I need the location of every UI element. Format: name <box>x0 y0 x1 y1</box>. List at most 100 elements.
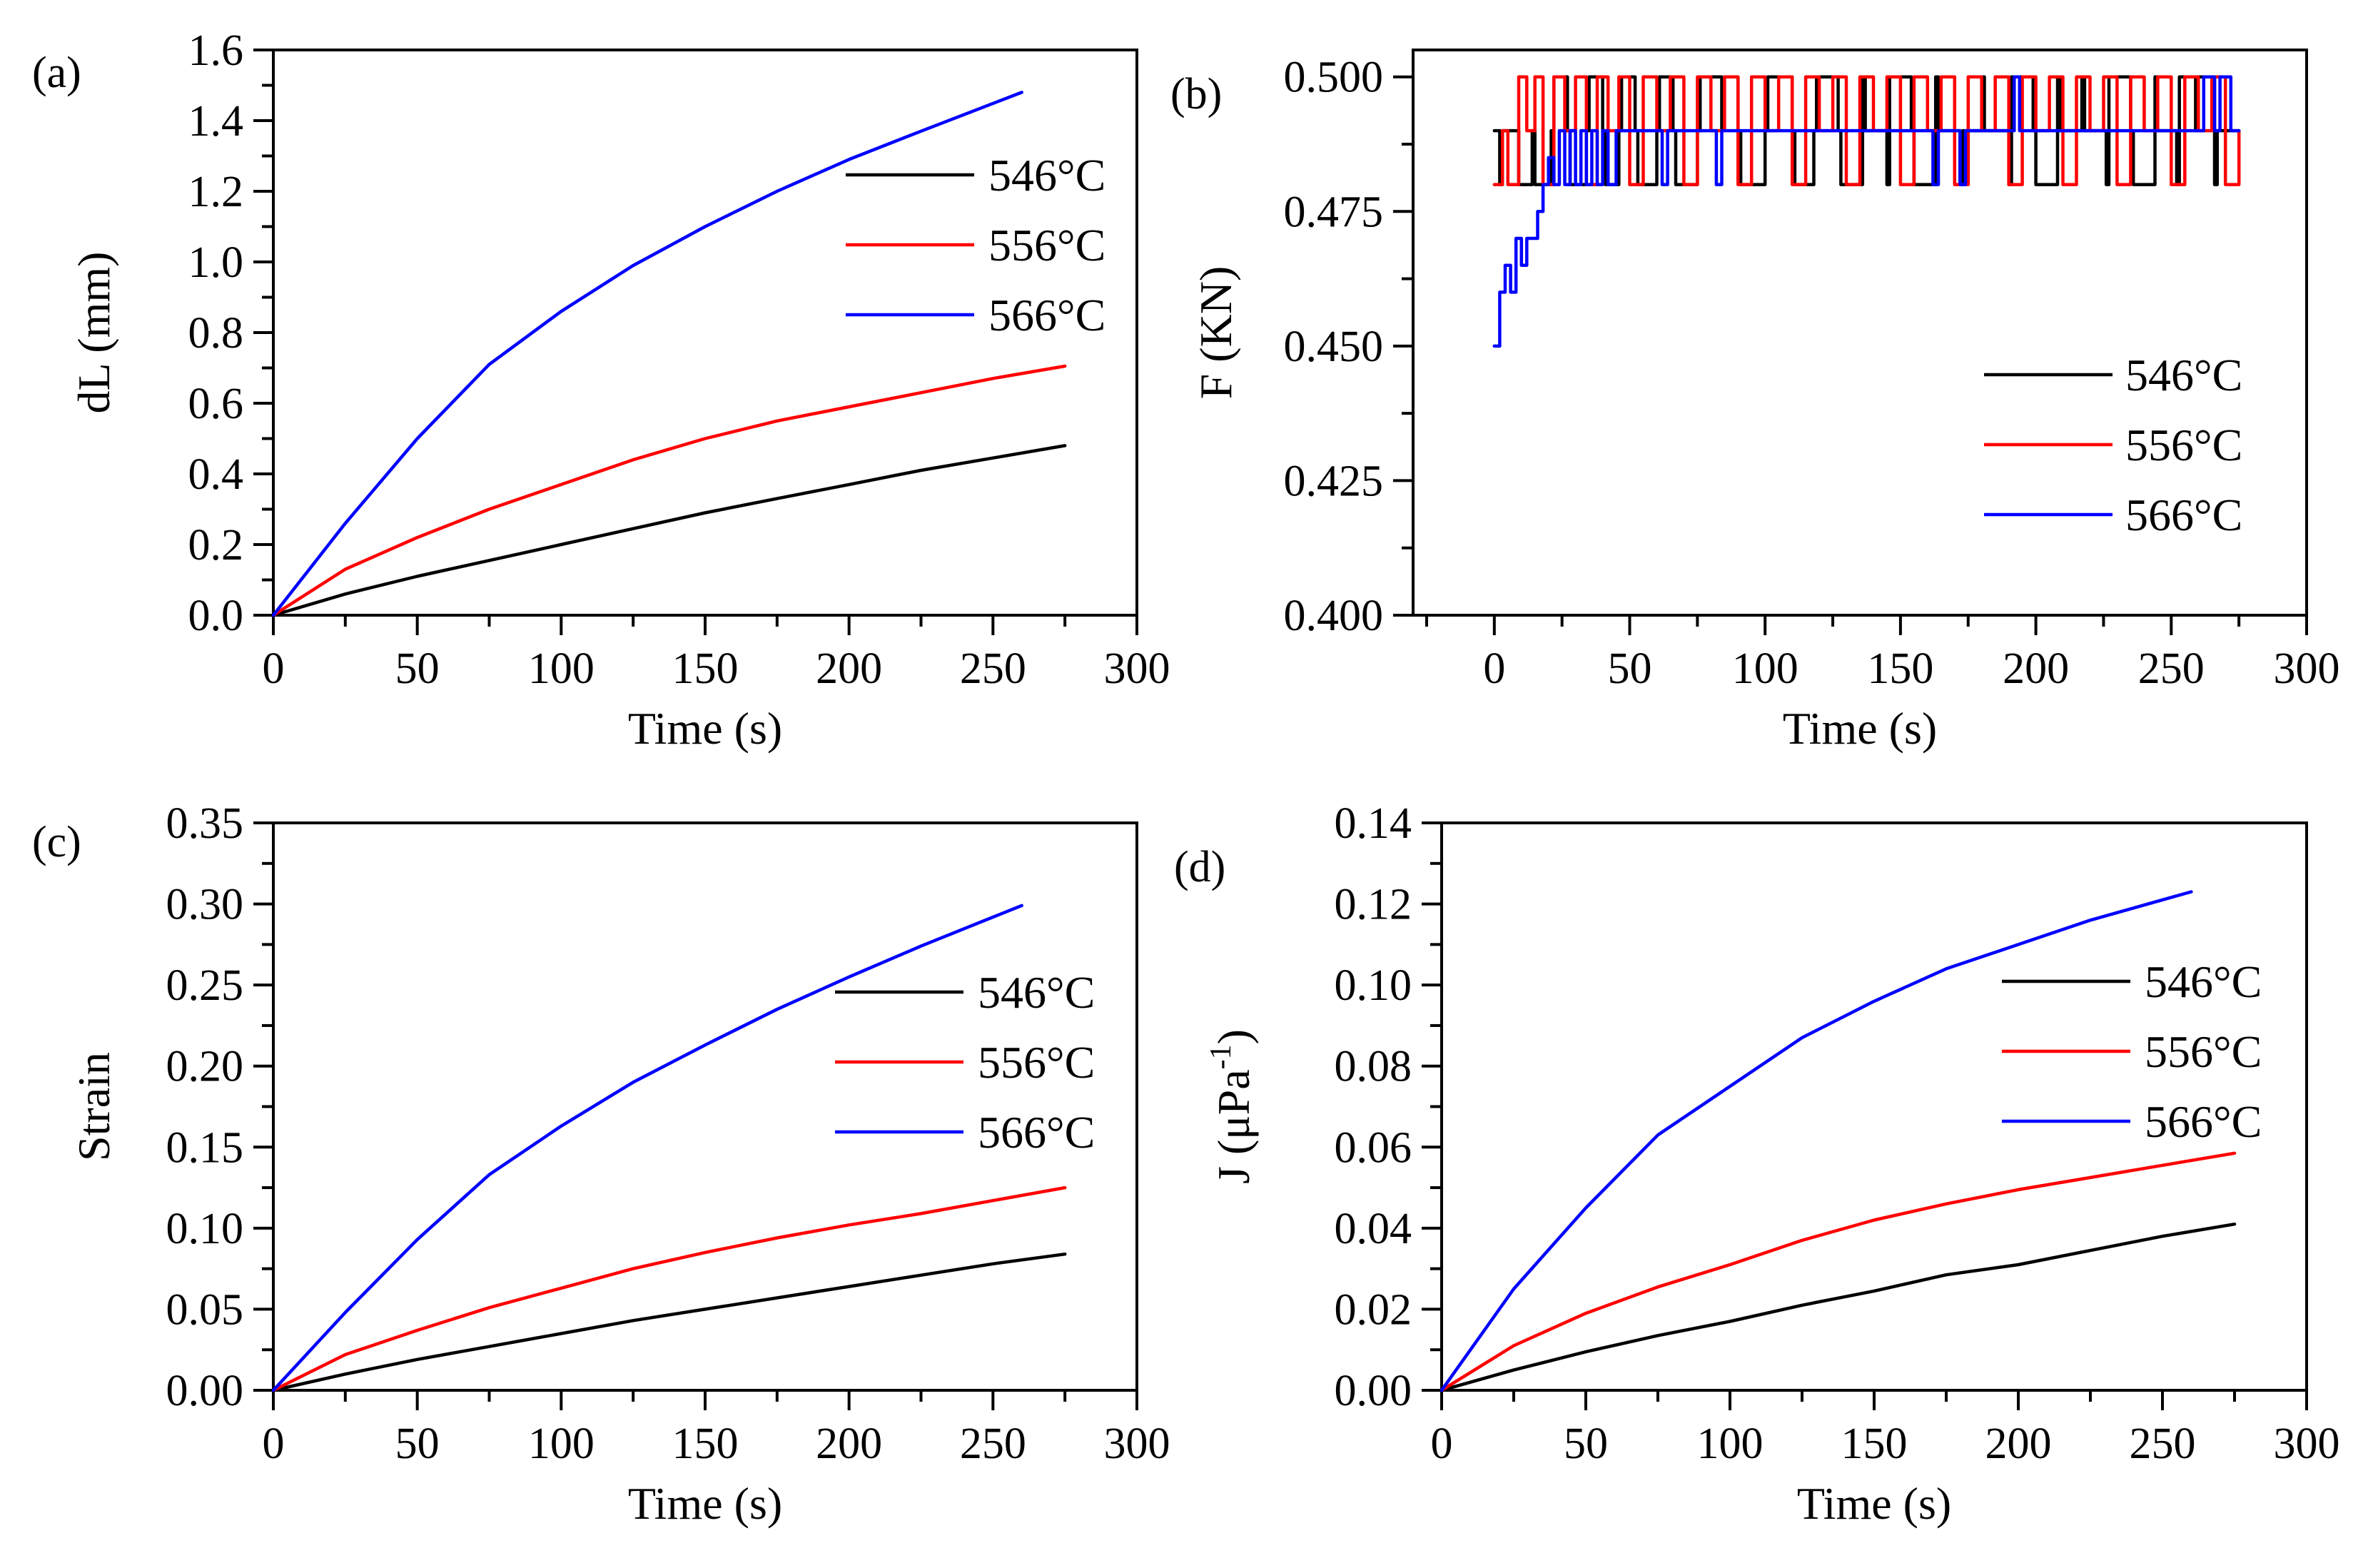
x-tick-label: 200 <box>816 644 882 693</box>
series-line-566C <box>1439 890 2193 1392</box>
plot-frame <box>1412 49 2308 617</box>
legend: 546°C 556°C 566°C <box>1984 350 2242 540</box>
legend-label: 546°C <box>2145 956 2262 1007</box>
y-tick-label: 1.0 <box>188 238 244 287</box>
y-axis-label: J (μPa-1) <box>1205 1029 1259 1184</box>
y-tick-label: 0.0 <box>188 592 244 640</box>
x-tick-label: 0 <box>263 644 285 693</box>
x-tick-label: 0 <box>263 1420 285 1468</box>
legend-label: 546°C <box>978 967 1095 1018</box>
y-tick-label: 1.6 <box>188 26 244 75</box>
panel-label: (b) <box>1170 70 1222 118</box>
x-tick-label: 50 <box>1608 644 1652 693</box>
y-tick-label: 0.10 <box>1335 961 1412 1010</box>
y-tick-label: 1.4 <box>188 97 244 146</box>
y-axis-label: dL (mm) <box>69 252 119 414</box>
legend-label: 556°C <box>988 220 1105 270</box>
x-tick-label: 50 <box>395 644 440 693</box>
y-tick-label: 0.05 <box>166 1285 244 1334</box>
y-tick-label: 0.20 <box>166 1043 244 1091</box>
x-tick-label: 0 <box>1483 644 1505 693</box>
x-tick-label: 100 <box>1732 644 1798 693</box>
y-tick-label: 0.2 <box>188 521 244 570</box>
x-tick-label: 250 <box>2130 1420 2196 1468</box>
y-axis-label: F (KN) <box>1190 266 1241 400</box>
y-tick-label: 0.6 <box>188 380 244 428</box>
x-tick-label: 0 <box>1431 1420 1453 1468</box>
panel-label: (d) <box>1174 843 1225 891</box>
legend-label: 546°C <box>988 150 1105 201</box>
y-axis-label: Strain <box>69 1052 119 1161</box>
y-tick-label: 0.30 <box>166 881 244 929</box>
series-line-546C <box>271 1252 1067 1392</box>
legend: 546°C 556°C 566°C <box>835 967 1095 1158</box>
x-tick-label: 250 <box>960 644 1026 693</box>
series-line-566C <box>1492 75 2241 348</box>
y-tick-label: 0.25 <box>166 961 244 1010</box>
legend-label: 566°C <box>988 290 1105 340</box>
series-line-546C <box>271 444 1067 617</box>
y-tick-label: 0.12 <box>1335 881 1412 929</box>
panel-a: 0 50 100 150 200 250 300 0.0 0.2 0.4 0.6 0.8 1.0 1.2 1… <box>32 26 1170 754</box>
x-tick-label: 100 <box>528 644 594 693</box>
y-tick-label: 0.02 <box>1335 1285 1412 1334</box>
series-line-556C <box>271 364 1067 617</box>
x-axis-label: Time (s) <box>1797 1478 1951 1529</box>
x-tick-label: 300 <box>2274 1420 2340 1468</box>
y-tick-label: 0.15 <box>166 1123 244 1172</box>
x-tick-label: 100 <box>528 1420 594 1468</box>
x-tick-label: 150 <box>672 1420 739 1468</box>
x-tick-label: 300 <box>1104 1420 1170 1468</box>
x-tick-label: 300 <box>1104 644 1170 693</box>
x-tick-label: 250 <box>960 1420 1026 1468</box>
y-tick-label: 0.425 <box>1284 457 1384 505</box>
y-tick-label: 0.00 <box>166 1367 244 1415</box>
x-tick-label: 300 <box>2274 644 2340 693</box>
x-tick-label: 150 <box>672 644 739 693</box>
x-tick-label: 200 <box>2003 644 2069 693</box>
legend: 546°C 556°C 566°C <box>2002 956 2262 1147</box>
legend-label: 566°C <box>2125 490 2242 540</box>
series-line-566C <box>271 91 1023 617</box>
panel-b: 0 50 100 150 200 250 300 0.400 0.425 0.450 0.475 0.… <box>1170 49 2340 754</box>
y-tick-label: 0.8 <box>188 309 244 358</box>
series-line-556C <box>1439 1151 2237 1392</box>
panel-label: (a) <box>32 49 81 97</box>
legend-label: 556°C <box>2145 1026 2262 1077</box>
y-tick-label: 0.10 <box>166 1205 244 1253</box>
y-tick-label: 0.475 <box>1284 188 1384 236</box>
y-tick-label: 0.500 <box>1284 54 1384 102</box>
legend-label: 556°C <box>2125 420 2242 470</box>
x-tick-label: 150 <box>1841 1420 1908 1468</box>
y-tick-label: 0.00 <box>1335 1367 1412 1415</box>
x-tick-label: 200 <box>1985 1420 2052 1468</box>
legend: 546°C 556°C 566°C <box>846 150 1105 340</box>
legend-label: 566°C <box>2145 1096 2262 1147</box>
legend-label: 566°C <box>978 1107 1095 1158</box>
y-tick-label: 0.450 <box>1284 323 1384 371</box>
y-tick-label: 0.08 <box>1335 1043 1412 1091</box>
x-axis-label: Time (s) <box>628 703 782 754</box>
x-tick-label: 100 <box>1697 1420 1764 1468</box>
y-tick-label: 0.14 <box>1335 799 1412 848</box>
panel-label: (c) <box>32 818 81 866</box>
panel-c: 0 50 100 150 200 250 300 0.00 0.05 0.10 0.15 0.20 0.… <box>32 799 1170 1529</box>
series-line-566C <box>271 904 1023 1392</box>
panel-d: 0 50 100 150 200 250 300 0.00 0.02 0.04 0.06 0.08 0.… <box>1174 799 2340 1529</box>
x-tick-label: 150 <box>1867 644 1933 693</box>
legend-label: 546°C <box>2125 350 2242 400</box>
x-tick-label: 250 <box>2138 644 2205 693</box>
x-tick-label: 200 <box>816 1420 882 1468</box>
series-line-556C <box>271 1185 1067 1392</box>
y-tick-label: 0.06 <box>1335 1123 1412 1172</box>
y-tick-label: 1.2 <box>188 168 244 216</box>
x-axis-label: Time (s) <box>628 1478 782 1529</box>
series-line-546C <box>1439 1222 2237 1392</box>
y-tick-label: 0.400 <box>1284 592 1384 640</box>
y-tick-label: 0.4 <box>188 450 244 499</box>
x-tick-label: 50 <box>395 1420 440 1468</box>
y-tick-label: 0.04 <box>1335 1205 1412 1253</box>
y-tick-label: 0.35 <box>166 799 244 848</box>
legend-label: 556°C <box>978 1037 1095 1088</box>
